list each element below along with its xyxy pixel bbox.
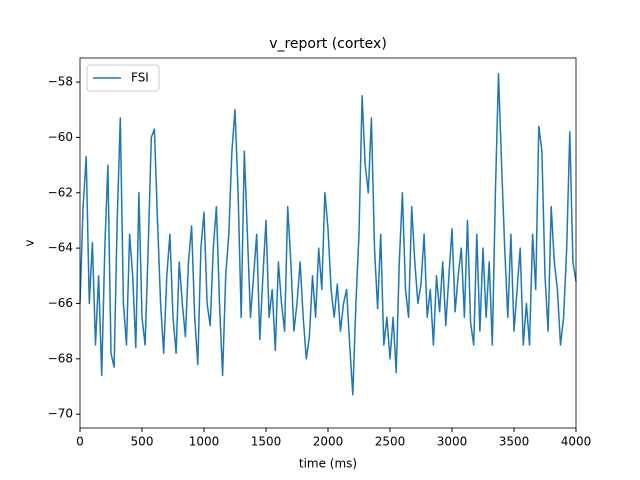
y-tick-label: −62 xyxy=(48,185,73,199)
x-tick-label: 1000 xyxy=(189,435,220,449)
legend-box xyxy=(86,64,160,92)
y-tick-label: −58 xyxy=(48,75,73,89)
legend-label: FSI xyxy=(131,71,149,85)
chart-title: v_report (cortex) xyxy=(269,36,387,52)
axes-frame xyxy=(79,57,577,429)
x-axis-label: time (ms) xyxy=(299,457,357,471)
x-tick-label: 3500 xyxy=(499,435,530,449)
x-tick-label: 3000 xyxy=(437,435,468,449)
x-tick-label: 2000 xyxy=(313,435,344,449)
y-axis-label: v xyxy=(23,239,37,246)
y-tick-label: −66 xyxy=(48,296,73,310)
x-tick-label: 0 xyxy=(76,435,84,449)
x-tick-label: 4000 xyxy=(561,435,592,449)
x-tick-label: 500 xyxy=(131,435,154,449)
x-tick-label: 1500 xyxy=(251,435,282,449)
y-tick-label: −68 xyxy=(48,351,73,365)
data-line xyxy=(79,73,577,396)
y-tick-label: −60 xyxy=(48,130,73,144)
y-tick-label: −64 xyxy=(48,241,73,255)
x-tick-label: 2500 xyxy=(375,435,406,449)
y-tick-label: −70 xyxy=(48,407,73,421)
